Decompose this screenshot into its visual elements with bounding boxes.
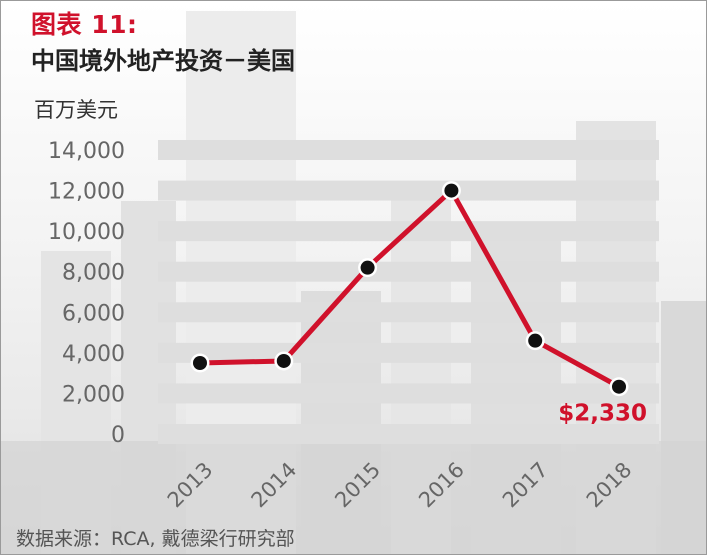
grid-band (158, 383, 659, 404)
data-label: $2,330 (558, 401, 647, 427)
y-tick-label: 0 (111, 423, 125, 448)
data-points (190, 181, 629, 397)
grid-band (158, 424, 659, 444)
x-tick-label: 2016 (414, 458, 469, 513)
y-tick-label: 6,000 (62, 301, 125, 326)
data-point (360, 260, 375, 275)
x-tick-label: 2013 (163, 458, 218, 513)
x-tick-label: 2017 (498, 458, 553, 513)
data-point (444, 183, 459, 198)
data-point (276, 353, 291, 368)
grid-band (158, 180, 659, 201)
chart-title: 中国境外地产投资－美国 (31, 47, 295, 75)
grid-band (158, 261, 659, 282)
y-tick-label: 10,000 (48, 220, 125, 245)
y-axis-unit-label: 百万美元 (34, 98, 118, 122)
y-tick-label: 2,000 (62, 382, 125, 407)
series-line (199, 186, 621, 389)
y-tick-label: 8,000 (62, 261, 125, 286)
grid-bands (158, 140, 659, 444)
figure-number: 图表 11: (31, 10, 138, 39)
series-line-path (199, 186, 621, 389)
y-tick-label: 12,000 (48, 180, 125, 205)
grid-band (158, 302, 659, 323)
y-tick-label: 4,000 (62, 342, 125, 367)
x-tick-label: 2015 (330, 458, 385, 513)
x-axis-ticks: 2013 2014 2015 2016 2017 2018 (163, 458, 637, 513)
x-tick-label: 2014 (247, 458, 302, 513)
y-axis-ticks: 0 2,000 4,000 6,000 8,000 10,000 12,000 14,000 (48, 139, 125, 448)
data-point (528, 333, 543, 348)
x-tick-label: 2018 (582, 458, 637, 513)
y-tick-label: 14,000 (48, 139, 125, 164)
data-point (193, 356, 207, 370)
data-point (612, 379, 626, 394)
grid-band (158, 140, 659, 160)
source-note: 数据来源：RCA, 戴德梁行研究部 (16, 528, 295, 550)
data-labels: $2,330 (558, 401, 647, 427)
